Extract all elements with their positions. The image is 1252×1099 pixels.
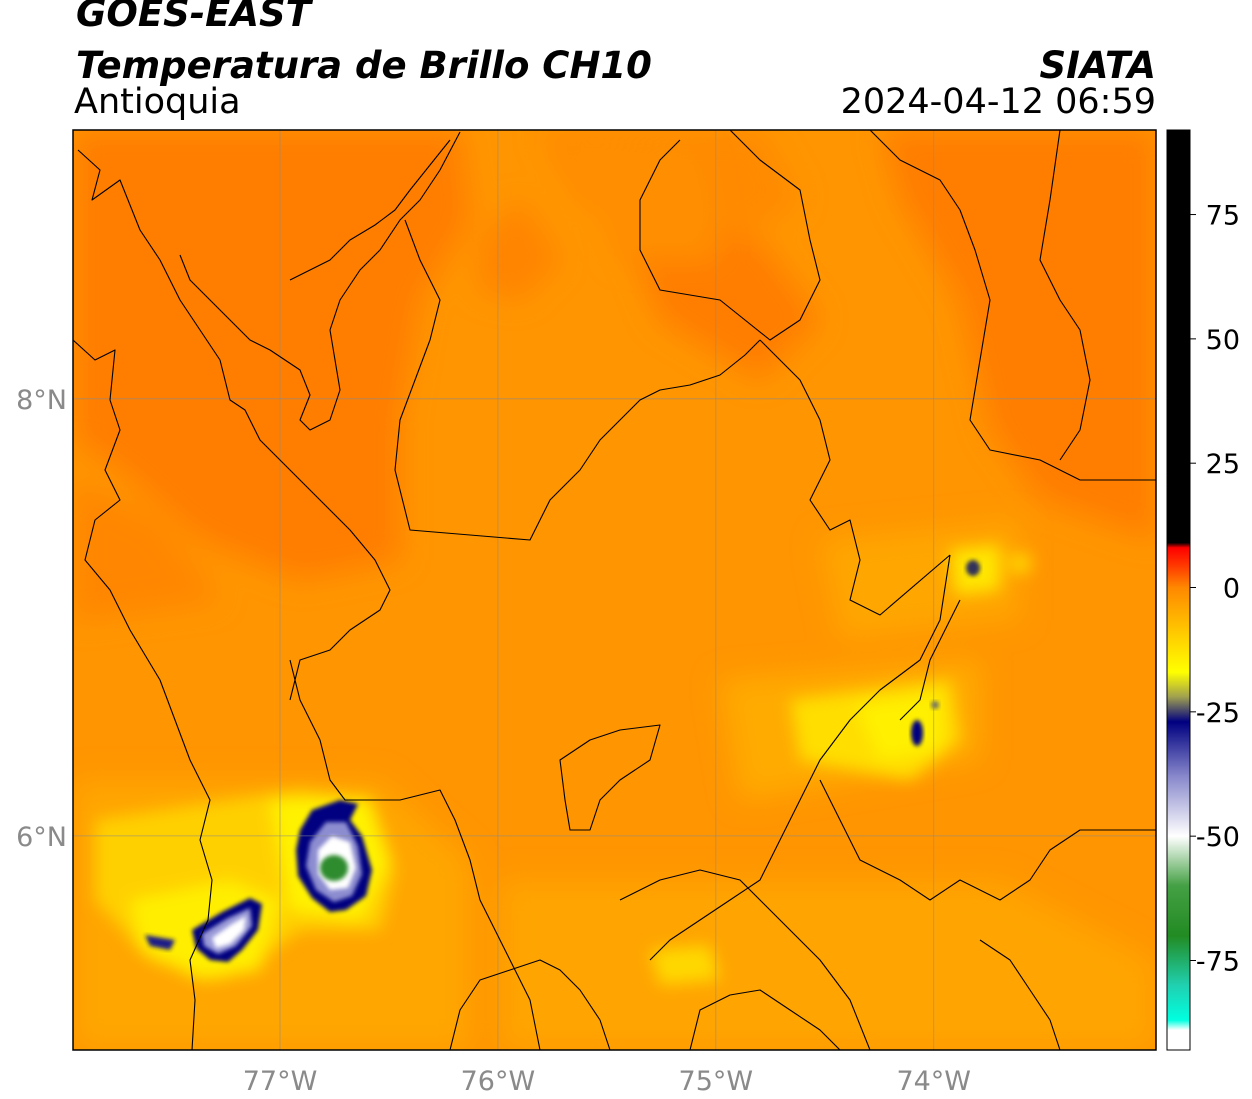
boundary-south <box>619 869 871 1050</box>
map-field <box>73 130 1156 1050</box>
boundary-antioquia-north <box>394 219 761 541</box>
colorbar-tick-label: -25 <box>1196 698 1240 729</box>
boundary-south-2 <box>449 959 611 1050</box>
boundary-far-east <box>1039 130 1091 461</box>
boundary-antioquia-west <box>289 659 541 1050</box>
boundary-magdalena <box>639 130 821 341</box>
latitude-labels: 8°N 6°N <box>16 385 67 853</box>
boundaries <box>73 130 1156 1050</box>
satellite-title: GOES-EAST <box>76 0 311 35</box>
colorbar-tick-label: 50 <box>1206 325 1240 356</box>
colorbar-tick-label: -75 <box>1196 946 1240 977</box>
lat-tick-label: 6°N <box>16 822 67 853</box>
product-title: Temperatura de Brillo CH10 <box>76 44 652 87</box>
boundary-southeast <box>819 779 1156 901</box>
lon-tick-label: 76°W <box>461 1066 536 1097</box>
coastline-gulf-2 <box>289 139 451 281</box>
colorbar: 75 50 25 0 -25 -50 -75 <box>1166 129 1240 1051</box>
boundary-west <box>73 339 213 1050</box>
coastline-uraba <box>77 149 391 701</box>
boundary-north-east <box>869 130 1156 481</box>
colorbar-gradient <box>1166 129 1191 1051</box>
boundary-southeast-2 <box>979 939 1061 1050</box>
timestamp-label: 2024-04-12 06:59 <box>840 82 1156 122</box>
boundary-east-divide <box>899 599 961 721</box>
boundary-antioquia-east <box>759 339 951 616</box>
gridlines <box>73 130 1156 1050</box>
lat-tick-label: 8°N <box>16 385 67 416</box>
colorbar-tick-label: 75 <box>1206 201 1240 232</box>
coastline-gulf <box>179 131 461 431</box>
colorbar-tick-label: 0 <box>1223 574 1240 605</box>
boundary-enclave <box>559 724 661 831</box>
colorbar-tick-label: -50 <box>1196 822 1240 853</box>
lon-tick-label: 74°W <box>896 1066 971 1097</box>
boundary-south-3 <box>689 989 841 1050</box>
colorbar-ticks: 75 50 25 0 -25 -50 -75 <box>1190 201 1240 977</box>
region-label: Antioquia <box>74 82 241 122</box>
colorbar-tick-label: 25 <box>1206 449 1240 480</box>
longitude-labels: 77°W 76°W 75°W 74°W <box>243 1066 971 1097</box>
organization-label: SIATA <box>1039 44 1156 87</box>
boundary-east-main <box>649 554 951 961</box>
lon-tick-label: 75°W <box>679 1066 754 1097</box>
map-frame <box>72 129 1157 1051</box>
lon-tick-label: 77°W <box>243 1066 318 1097</box>
cold-cloud-tops <box>145 560 980 962</box>
